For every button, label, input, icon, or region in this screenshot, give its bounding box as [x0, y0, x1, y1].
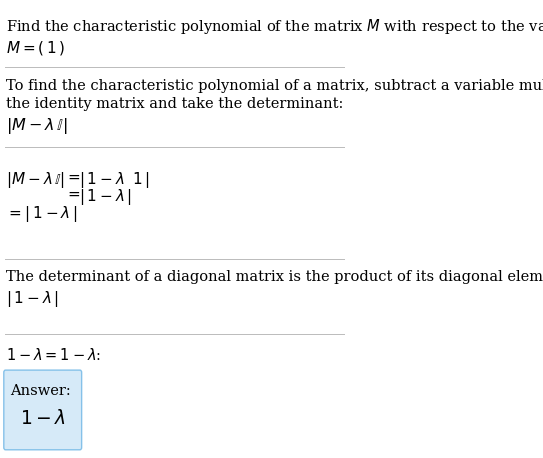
- Text: $|\,1 - \lambda\;\;1\,|$: $|\,1 - \lambda\;\;1\,|$: [79, 170, 150, 190]
- Text: Find the characteristic polynomial of the matrix $M$ with respect to the variabl: Find the characteristic polynomial of th…: [5, 17, 543, 36]
- Text: To find the characteristic polynomial of a matrix, subtract a variable multiplie: To find the characteristic polynomial of…: [5, 79, 543, 93]
- Text: $|M - \lambda\,\mathbb{I}|$: $|M - \lambda\,\mathbb{I}|$: [5, 170, 64, 190]
- FancyBboxPatch shape: [4, 370, 81, 450]
- Text: $M = (\,1\,)$: $M = (\,1\,)$: [5, 39, 65, 57]
- Text: $1 - \lambda$: $1 - \lambda$: [20, 409, 66, 429]
- Text: $|\,1 - \lambda\,|$: $|\,1 - \lambda\,|$: [79, 187, 132, 207]
- Text: $|\,1 - \lambda\,|$: $|\,1 - \lambda\,|$: [5, 289, 58, 309]
- Text: Answer:: Answer:: [10, 384, 71, 398]
- Text: $=$: $=$: [65, 170, 81, 184]
- Text: $=$: $=$: [65, 187, 81, 201]
- Text: the identity matrix and take the determinant:: the identity matrix and take the determi…: [5, 98, 343, 111]
- Text: The determinant of a diagonal matrix is the product of its diagonal elements:: The determinant of a diagonal matrix is …: [5, 270, 543, 284]
- Text: $1 - \lambda = 1 - \lambda$:: $1 - \lambda = 1 - \lambda$:: [5, 347, 100, 363]
- Text: $|M - \lambda\,\mathbb{I}|$: $|M - \lambda\,\mathbb{I}|$: [5, 116, 67, 136]
- Text: $= |\,1 - \lambda\,|$: $= |\,1 - \lambda\,|$: [5, 204, 77, 224]
